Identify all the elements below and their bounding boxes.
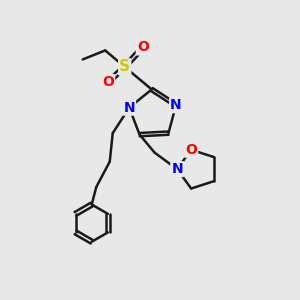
Text: N: N <box>170 98 182 112</box>
Text: S: S <box>119 59 130 74</box>
Text: O: O <box>137 40 149 54</box>
Text: O: O <box>185 143 197 157</box>
Text: O: O <box>102 75 114 89</box>
Text: N: N <box>171 162 183 176</box>
Text: N: N <box>123 100 135 115</box>
